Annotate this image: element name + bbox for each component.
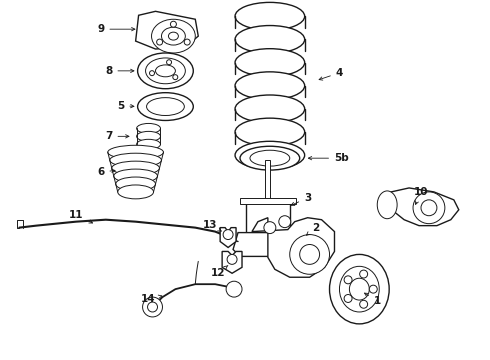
Ellipse shape: [114, 169, 157, 183]
Ellipse shape: [235, 118, 305, 146]
Circle shape: [344, 276, 352, 284]
Text: 4: 4: [319, 68, 343, 80]
Circle shape: [184, 39, 190, 45]
Ellipse shape: [116, 177, 155, 191]
Text: 5b: 5b: [308, 153, 349, 163]
Text: 8: 8: [105, 66, 134, 76]
Ellipse shape: [235, 26, 305, 53]
Text: 7: 7: [105, 131, 129, 141]
Circle shape: [413, 192, 445, 224]
Ellipse shape: [235, 3, 305, 30]
Text: 13: 13: [203, 220, 221, 231]
Polygon shape: [233, 233, 290, 256]
Ellipse shape: [137, 131, 161, 141]
Ellipse shape: [155, 65, 175, 77]
Ellipse shape: [162, 27, 185, 45]
Circle shape: [300, 244, 319, 264]
Circle shape: [360, 270, 368, 278]
Ellipse shape: [138, 53, 193, 89]
Text: 10: 10: [414, 187, 428, 204]
Text: 9: 9: [97, 24, 135, 34]
Ellipse shape: [349, 278, 369, 300]
Ellipse shape: [235, 141, 305, 169]
Ellipse shape: [329, 255, 389, 324]
Ellipse shape: [147, 98, 184, 116]
Ellipse shape: [137, 123, 161, 133]
Circle shape: [223, 230, 233, 239]
Circle shape: [369, 285, 377, 293]
Polygon shape: [136, 11, 198, 49]
Ellipse shape: [118, 185, 153, 199]
Polygon shape: [220, 228, 236, 247]
Circle shape: [147, 302, 157, 312]
Polygon shape: [246, 200, 290, 235]
Text: 3: 3: [291, 193, 311, 206]
Circle shape: [167, 60, 172, 65]
Circle shape: [360, 300, 368, 308]
Circle shape: [171, 21, 176, 27]
Text: 11: 11: [69, 210, 93, 223]
Ellipse shape: [112, 161, 159, 175]
Polygon shape: [252, 218, 335, 277]
Ellipse shape: [235, 49, 305, 76]
Text: 5: 5: [117, 100, 134, 111]
Circle shape: [157, 39, 163, 45]
Polygon shape: [286, 239, 306, 256]
Ellipse shape: [377, 191, 397, 219]
Text: 2: 2: [307, 222, 319, 235]
Circle shape: [149, 71, 154, 76]
Circle shape: [226, 281, 242, 297]
Polygon shape: [240, 198, 295, 204]
Circle shape: [264, 222, 276, 234]
Ellipse shape: [151, 19, 196, 53]
Ellipse shape: [108, 145, 164, 159]
Ellipse shape: [235, 72, 305, 100]
Circle shape: [227, 255, 237, 264]
Ellipse shape: [340, 266, 379, 312]
Text: 12: 12: [211, 265, 228, 278]
Circle shape: [421, 200, 437, 216]
Circle shape: [143, 297, 163, 317]
Polygon shape: [222, 251, 242, 273]
Polygon shape: [379, 188, 459, 226]
Circle shape: [344, 294, 352, 302]
Text: 1: 1: [365, 293, 381, 306]
Circle shape: [173, 75, 178, 80]
Ellipse shape: [146, 58, 185, 84]
Text: 6: 6: [97, 167, 115, 177]
Ellipse shape: [137, 139, 161, 149]
Ellipse shape: [169, 32, 178, 40]
Ellipse shape: [110, 153, 162, 167]
Ellipse shape: [250, 150, 290, 166]
Text: 14: 14: [141, 294, 162, 304]
Polygon shape: [266, 160, 270, 200]
Ellipse shape: [138, 93, 193, 121]
Ellipse shape: [240, 146, 300, 170]
Circle shape: [290, 235, 329, 274]
Ellipse shape: [235, 95, 305, 123]
Circle shape: [279, 216, 291, 228]
